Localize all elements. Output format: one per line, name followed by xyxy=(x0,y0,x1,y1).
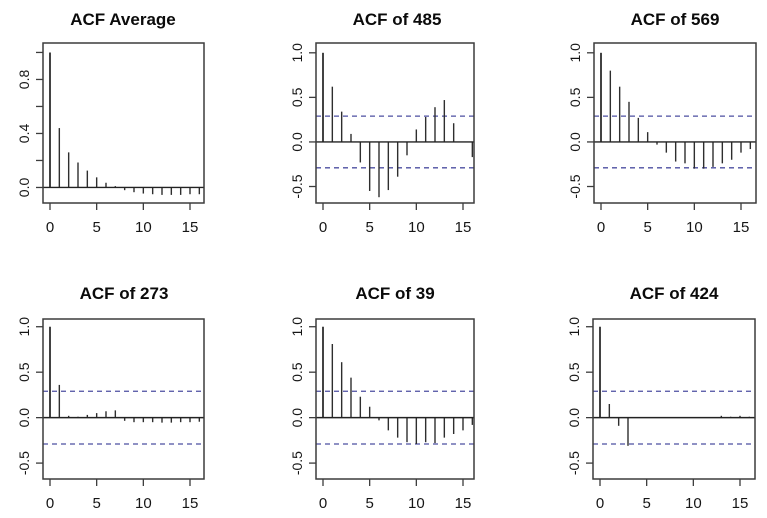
y-tick-label: 1.0 xyxy=(16,317,32,337)
x-tick-label: 0 xyxy=(46,219,54,236)
plot-box xyxy=(592,318,756,480)
y-tick-label: 0.8 xyxy=(16,70,32,90)
chart-title-acf-average: ACF Average xyxy=(70,10,176,29)
plot-box xyxy=(593,42,757,204)
y-tick-label: 0.0 xyxy=(566,408,582,428)
x-tick-label: 10 xyxy=(135,219,152,236)
acf-plot-1: -0.5 0.0 0.5 1.0 0 5 10 15 xyxy=(289,42,475,236)
chart-title-acf-485: ACF of 485 xyxy=(352,10,442,29)
x-tick-label: 0 xyxy=(319,219,327,236)
y-tick-label: -0.5 xyxy=(289,174,305,198)
y-tick-label: -0.5 xyxy=(289,451,305,475)
chart-title-acf-273: ACF of 273 xyxy=(79,284,169,303)
x-tick-label: 5 xyxy=(365,219,373,236)
acf-plot-4: -0.5 0.0 0.5 1.0 0 5 10 15 xyxy=(289,317,475,512)
x-tick-label: 0 xyxy=(596,495,604,512)
y-tick-label: 0.0 xyxy=(567,132,583,152)
plot-box xyxy=(315,42,475,204)
x-tick-label: 10 xyxy=(686,219,703,236)
plot-box xyxy=(42,318,205,480)
x-tick-label: 0 xyxy=(597,219,605,236)
y-tick-label: -0.5 xyxy=(566,451,582,475)
acf-plot-0: 0.0 0.4 0.8 0 5 10 15 xyxy=(16,42,205,236)
y-tick-label: 1.0 xyxy=(289,317,305,337)
y-tick-label: 0.0 xyxy=(16,178,32,198)
y-tick-label: 0.0 xyxy=(16,408,32,428)
x-tick-label: 15 xyxy=(733,219,750,236)
y-tick-label: 0.5 xyxy=(566,362,582,382)
acf-plot-5: -0.5 0.0 0.5 1.0 0 5 10 15 xyxy=(566,317,756,512)
x-tick-label: 10 xyxy=(408,495,425,512)
y-tick-label: 1.0 xyxy=(289,43,305,63)
y-tick-label: 0.5 xyxy=(289,362,305,382)
x-tick-label: 15 xyxy=(732,495,749,512)
acf-plot-3: -0.5 0.0 0.5 1.0 0 5 10 15 xyxy=(16,317,205,512)
chart-title-acf-424: ACF of 424 xyxy=(629,284,719,303)
x-tick-label: 0 xyxy=(46,495,54,512)
x-tick-label: 15 xyxy=(182,495,199,512)
x-tick-label: 10 xyxy=(408,219,425,236)
y-tick-label: -0.5 xyxy=(16,451,32,475)
x-tick-label: 5 xyxy=(92,495,100,512)
chart-title-acf-39: ACF of 39 xyxy=(355,284,435,303)
y-tick-label: 0.5 xyxy=(16,362,32,382)
y-tick-label: 1.0 xyxy=(567,43,583,63)
x-tick-label: 5 xyxy=(642,495,650,512)
y-tick-label: 1.0 xyxy=(566,317,582,337)
x-tick-label: 15 xyxy=(455,219,472,236)
y-tick-label: -0.5 xyxy=(567,174,583,198)
x-tick-label: 5 xyxy=(643,219,651,236)
y-tick-label: 0.4 xyxy=(16,124,32,144)
y-tick-label: 0.5 xyxy=(289,87,305,107)
x-tick-label: 5 xyxy=(365,495,373,512)
plot-box xyxy=(42,42,205,204)
y-tick-label: 0.0 xyxy=(289,132,305,152)
x-tick-label: 15 xyxy=(182,219,199,236)
x-tick-label: 10 xyxy=(135,495,152,512)
acf-plot-2: -0.5 0.0 0.5 1.0 0 5 10 15 xyxy=(567,42,757,236)
y-tick-label: 0.5 xyxy=(567,87,583,107)
x-tick-label: 0 xyxy=(319,495,327,512)
x-tick-label: 15 xyxy=(455,495,472,512)
y-tick-label: 0.0 xyxy=(289,408,305,428)
plot-box xyxy=(315,318,475,480)
x-tick-label: 10 xyxy=(685,495,702,512)
chart-title-acf-569: ACF of 569 xyxy=(630,10,720,29)
x-tick-label: 5 xyxy=(92,219,100,236)
